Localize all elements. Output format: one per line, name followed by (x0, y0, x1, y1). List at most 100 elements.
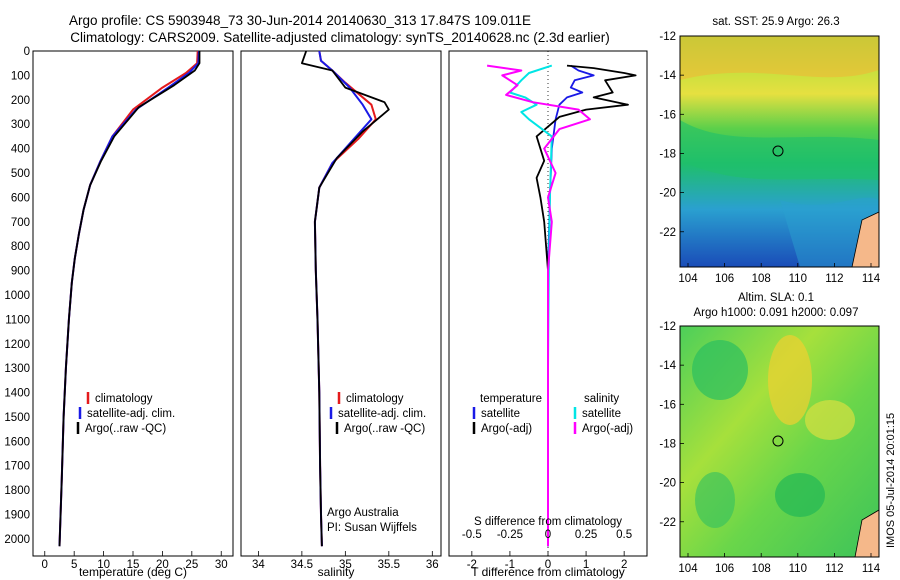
depth-tick-label: 1000 (4, 290, 30, 302)
x-tick-label: 15 (127, 559, 140, 571)
x-tick-label: 5 (71, 559, 77, 571)
temperature-legend: climatology satellite-adj. clim. Argo(..… (76, 392, 175, 435)
s-diff-tick-label: 0 (545, 529, 551, 541)
legend-temperature-title: temperature (480, 393, 542, 405)
x-tick-label: -1 (505, 559, 515, 571)
temperature-legend-sat: satellite-adj. clim. (87, 408, 175, 420)
temperature-panel: 0 5 10 15 20 25 30 temperature (deg C) climato… (32, 50, 234, 579)
map-lon-label: 108 (752, 563, 771, 575)
map-lon-label: 110 (789, 273, 807, 285)
series-line-temperature-argo-adj- (535, 64, 637, 547)
sst-map: sat. SST: 25.9 Argo: 26.3 -12 -14 -16 -18 -2… (659, 16, 880, 285)
salinity-legend-clim: climatology (346, 393, 404, 405)
sst-map-title: sat. SST: 25.9 Argo: 26.3 (712, 16, 839, 28)
depth-tick-label: 1500 (4, 412, 30, 424)
depth-tick-label: 1300 (4, 363, 30, 375)
x-tick-label: 25 (185, 559, 198, 571)
sla-map-title2: Argo h1000: 0.091 h2000: 0.097 (694, 307, 859, 319)
x-tick-label: 0 (42, 559, 48, 571)
depth-tick-label: 1800 (4, 485, 30, 497)
depth-tick-label: 1600 (4, 436, 30, 448)
x-tick-label: 0 (545, 559, 551, 571)
x-tick-label: 1 (583, 559, 589, 571)
sla-map-title1: Altim. SLA: 0.1 (738, 292, 814, 304)
temperature-legend-clim: climatology (95, 393, 153, 405)
depth-tick-label: 1400 (4, 388, 30, 400)
map-lon-label: 112 (825, 273, 843, 285)
series-line-argo-raw-qc- (58, 51, 201, 547)
map-lon-label: 106 (715, 273, 734, 285)
map-lat-label: -16 (659, 399, 676, 411)
depth-tick-label: 1100 (5, 314, 30, 326)
x-tick-label: 30 (215, 559, 228, 571)
legend-sal-satellite: satellite (582, 408, 621, 420)
map-lon-label: 106 (715, 563, 734, 575)
map-lat-label: -20 (659, 188, 676, 200)
credit-pi: PI: Susan Wijffels (327, 522, 417, 534)
depth-tick-label: 200 (11, 95, 30, 107)
depth-axis: 0 100 200 300 400 500 600 700 800 900 1000 1100 1200… (4, 46, 454, 546)
x-tick-label: 20 (156, 559, 169, 571)
map-lon-label: 104 (678, 273, 698, 285)
x-tick-label: 35 (339, 559, 352, 571)
map-lat-label: -14 (659, 70, 676, 82)
difference-top-label: S difference from climatology (474, 516, 622, 528)
x-tick-label: 34.5 (291, 559, 313, 571)
map-lat-label: -18 (659, 148, 676, 160)
salinity-xlabel: salinity (318, 565, 355, 579)
map-lat-label: -14 (659, 360, 676, 372)
s-diff-tick-label: 0.25 (575, 529, 597, 541)
depth-tick-label: 100 (11, 70, 30, 82)
s-diff-tick-label: -0.5 (462, 529, 482, 541)
legend-salinity-title: salinity (584, 393, 619, 405)
map-lat-label: -22 (659, 517, 676, 529)
x-tick-label: -2 (467, 559, 477, 571)
depth-tick-label: 900 (11, 266, 30, 278)
x-tick-label: 10 (97, 559, 110, 571)
legend-temp-argo: Argo(-adj) (481, 423, 532, 435)
map-lon-label: 104 (678, 563, 698, 575)
temperature-xlabel: temperature (deg C) (79, 565, 187, 579)
imos-timestamp: IMOS 05-Jul-2014 20:01:15 (885, 413, 897, 548)
x-tick-label: 34 (252, 559, 265, 571)
map-lon-label: 114 (862, 273, 881, 285)
sla-argo-location-marker (772, 435, 784, 447)
sla-map: Altim. SLA: 0.1 Argo h1000: 0.091 h2000:… (659, 292, 880, 575)
depth-tick-label: 1900 (4, 510, 30, 522)
depth-tick-label: 500 (11, 168, 30, 180)
x-tick-label: 2 (621, 559, 627, 571)
figure-title-line2: Climatology: CARS2009. Satellite-adjuste… (70, 30, 610, 45)
depth-tick-label: 400 (11, 144, 30, 156)
salinity-legend: climatology satellite-adj. clim. Argo(..… (329, 392, 426, 435)
depth-tick-label: 800 (11, 241, 30, 253)
map-lon-label: 108 (752, 273, 771, 285)
series-line-salinity-argo-adj- (486, 64, 591, 547)
credit-argo-australia: Argo Australia (327, 507, 399, 519)
legend-temp-satellite: satellite (481, 408, 520, 420)
difference-panel: -2 -1 0 1 2 -0.5 -0.25 0 0.25 0.5 T difference fr… (448, 50, 648, 579)
x-tick-label: 36 (426, 559, 439, 571)
salinity-panel: 34 34.5 35 35.5 36 salinity climatology sate… (240, 50, 442, 579)
depth-tick-label: 1700 (4, 461, 30, 473)
difference-legend: temperature salinity satellite Argo(-adj… (472, 393, 633, 435)
s-diff-tick-label: -0.25 (497, 529, 523, 541)
map-lon-label: 112 (825, 563, 843, 575)
depth-tick-label: 1200 (4, 339, 30, 351)
depth-tick-label: 700 (11, 217, 30, 229)
depth-tick-label: 2000 (4, 534, 30, 546)
map-lat-label: -12 (659, 31, 676, 43)
map-lat-label: -12 (659, 321, 676, 333)
salinity-legend-sat: satellite-adj. clim. (338, 408, 426, 420)
depth-tick-label: 0 (24, 46, 30, 58)
figure-title-line1: Argo profile: CS 5903948_73 30-Jun-2014 … (69, 13, 531, 28)
sst-argo-location-marker (772, 145, 784, 157)
depth-tick-label: 300 (11, 119, 30, 131)
map-lat-label: -20 (659, 478, 676, 490)
temperature-legend-argo: Argo(..raw -QC) (85, 423, 166, 435)
depth-tick-label: 600 (11, 192, 30, 204)
s-diff-tick-label: 0.5 (616, 529, 632, 541)
map-lon-label: 110 (789, 563, 807, 575)
map-lat-label: -16 (659, 109, 676, 121)
legend-sal-argo: Argo(-adj) (582, 423, 633, 435)
